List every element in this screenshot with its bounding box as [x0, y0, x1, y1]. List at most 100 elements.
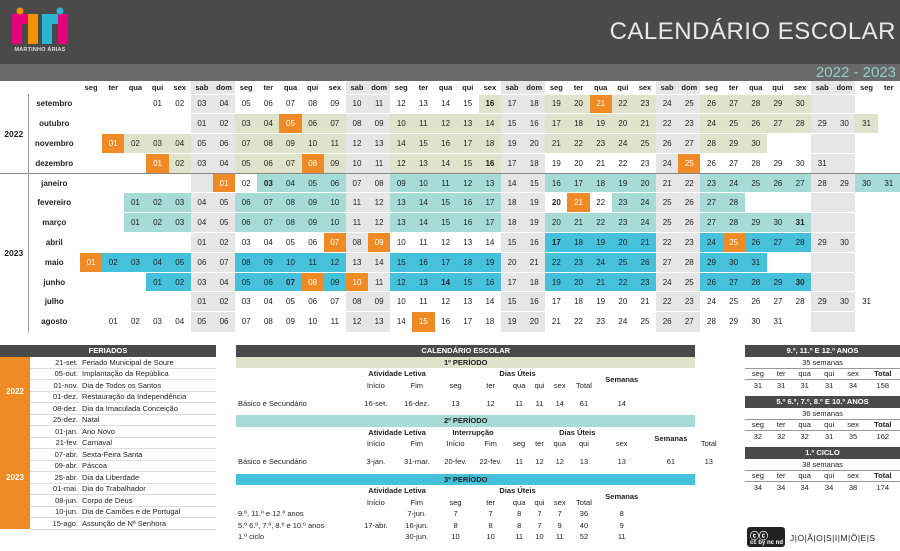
empty-cell	[855, 93, 878, 114]
day-cell: 12	[434, 232, 457, 253]
p3-val: 10	[535, 532, 544, 542]
day-cell: 09	[390, 172, 413, 193]
page-title: CALENDÁRIO ESCOLAR	[609, 18, 896, 45]
p3-inicio-label: Início	[366, 497, 385, 507]
day-cell: 25	[722, 113, 745, 134]
weekday-header: sex	[483, 82, 497, 92]
day-cell: 20	[523, 133, 546, 154]
day-cell: 14	[390, 133, 413, 154]
day-cell: 01	[146, 152, 169, 174]
month-label: outubro	[28, 113, 80, 134]
day-cell: 09	[279, 311, 302, 332]
day-cell: 11	[323, 133, 346, 154]
day-cell: 14	[434, 152, 457, 174]
empty-cell	[168, 232, 191, 253]
day-cell: 22	[545, 251, 568, 273]
day-cell: 23	[611, 192, 634, 213]
day-cell: 08	[345, 113, 369, 134]
day-cell: 30	[789, 271, 812, 292]
month-label: abril	[28, 232, 80, 253]
day-cell: 30	[722, 251, 745, 273]
day-cell: 23	[611, 212, 634, 233]
empty-cell	[80, 232, 103, 253]
weekday-header: sab	[811, 81, 834, 94]
day-cell: 05	[212, 192, 236, 213]
p3-val: 10	[486, 532, 495, 542]
p2-inicio2-label: Início	[446, 439, 465, 449]
holiday-date: 09-abr.	[30, 460, 80, 472]
day-cell: 15	[500, 113, 524, 134]
day-cell: 17	[434, 251, 457, 273]
empty-cell	[811, 93, 834, 114]
day-cell: 15	[456, 152, 479, 174]
day-cell: 29	[811, 291, 834, 312]
day-cell: 11	[434, 172, 457, 193]
empty-cell	[80, 93, 103, 114]
summary-value: 31	[776, 381, 786, 390]
day-cell: 01	[190, 232, 213, 253]
day-cell: 29	[700, 251, 723, 273]
day-cell: 21	[589, 152, 612, 174]
day-cell: 02	[168, 271, 191, 292]
empty-cell	[855, 212, 878, 233]
day-cell: 10	[345, 93, 369, 114]
day-cell: 17	[545, 113, 568, 134]
day-cell: 25	[611, 251, 634, 273]
day-cell: 07	[257, 212, 280, 233]
empty-cell	[833, 311, 856, 332]
day-cell: 17	[478, 212, 501, 233]
p1-fim: 16-dez.	[404, 398, 430, 408]
year-bar	[0, 64, 900, 81]
holidays-title: FERIADOS	[0, 345, 216, 357]
day-cell: 13	[456, 113, 479, 134]
p2-act-label: Atividade Letiva	[368, 427, 426, 437]
p2-fim-label: Fim	[410, 439, 424, 449]
day-cell: 23	[567, 251, 590, 273]
day-cell: 14	[412, 192, 435, 213]
day-cell: 20	[611, 232, 634, 253]
day-cell: 11	[412, 113, 435, 134]
day-cell: 30	[744, 133, 767, 154]
empty-cell	[80, 271, 103, 292]
day-cell: 19	[589, 291, 612, 312]
day-cell: 10	[390, 291, 413, 312]
corner	[28, 81, 80, 94]
weekday-header: qua	[128, 82, 143, 92]
day-cell: 28	[744, 271, 767, 292]
summary-weeks: 36 semanas	[745, 407, 900, 420]
summary-table: 5.º 6.º, 7.º, 8.º E 10.º ANOS 36 semanas s…	[745, 396, 900, 442]
empty-cell	[124, 291, 147, 312]
day-cell: 22	[656, 232, 679, 253]
weekday-header: dom	[212, 81, 236, 94]
p1-fim-label: Fim	[410, 380, 424, 390]
day-cell: 17	[567, 172, 590, 193]
day-cell: 11	[412, 291, 435, 312]
day-cell: 05	[301, 172, 324, 193]
day-cell: 31	[855, 113, 878, 134]
day-cell: 09	[301, 212, 324, 233]
weekday-header: sex	[793, 82, 807, 92]
empty-cell	[766, 251, 789, 273]
day-cell: 14	[478, 113, 501, 134]
summary-weekday: ter	[770, 368, 792, 380]
day-cell: 09	[301, 192, 324, 213]
day-cell: 23	[678, 113, 701, 134]
day-cell: 26	[744, 113, 767, 134]
day-cell: 24	[633, 192, 657, 213]
day-cell: 22	[567, 311, 590, 332]
day-cell: 31	[855, 291, 878, 312]
weekday-header: ter	[108, 82, 119, 92]
p2-wd: qua	[553, 439, 567, 449]
weekday-header: qui	[772, 82, 784, 92]
day-cell: 26	[633, 251, 657, 273]
empty-cell	[855, 251, 878, 273]
day-cell: 11	[345, 212, 369, 233]
day-cell: 18	[567, 113, 590, 134]
day-cell: 13	[456, 232, 479, 253]
empty-cell	[80, 212, 103, 233]
day-cell: 28	[700, 133, 723, 154]
day-cell: 06	[301, 232, 324, 253]
day-cell: 01	[190, 291, 213, 312]
empty-cell	[124, 113, 147, 134]
weekday-header: qui	[151, 82, 164, 92]
